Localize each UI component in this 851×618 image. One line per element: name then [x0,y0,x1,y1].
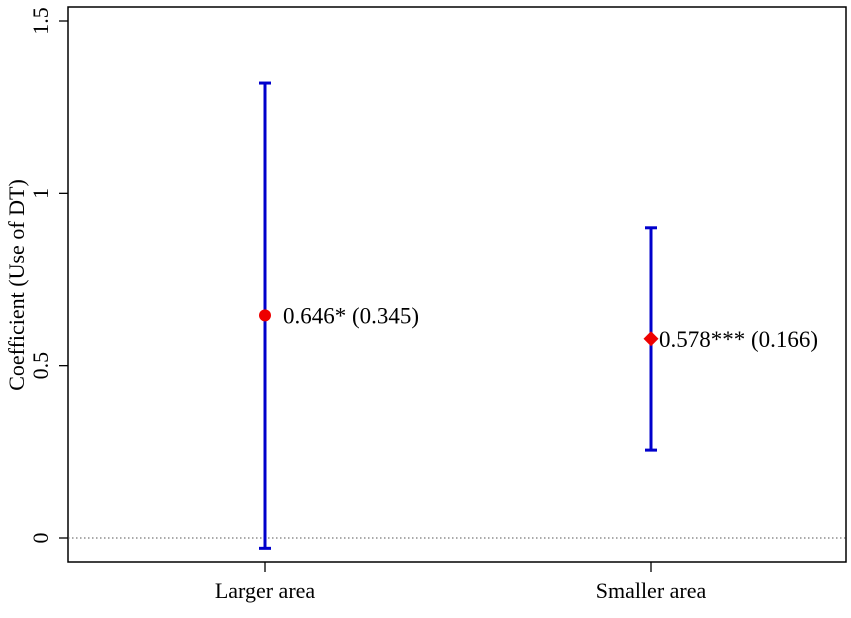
y-tick-label: 0 [28,533,53,544]
plot-frame [67,6,847,563]
point-value-label: 0.646* (0.345) [283,303,419,328]
x-tick-label: Smaller area [596,578,707,603]
y-axis: 0 0.5 1 1.5 [28,7,68,544]
y-axis-label: Coefficient (Use of DT) [4,179,29,391]
point-marker-diamond [643,331,659,347]
point-marker-circle [259,309,271,322]
data-marks: 0.646* (0.345) 0.578*** (0.166) [259,81,818,550]
y-tick-label: 0.5 [28,352,53,380]
x-axis: Larger area Smaller area [215,562,707,603]
y-tick-label: 1.5 [28,7,53,35]
y-tick-label: 1 [28,188,53,199]
point-value-label: 0.578*** (0.166) [659,327,818,352]
x-tick-label: Larger area [215,578,316,603]
